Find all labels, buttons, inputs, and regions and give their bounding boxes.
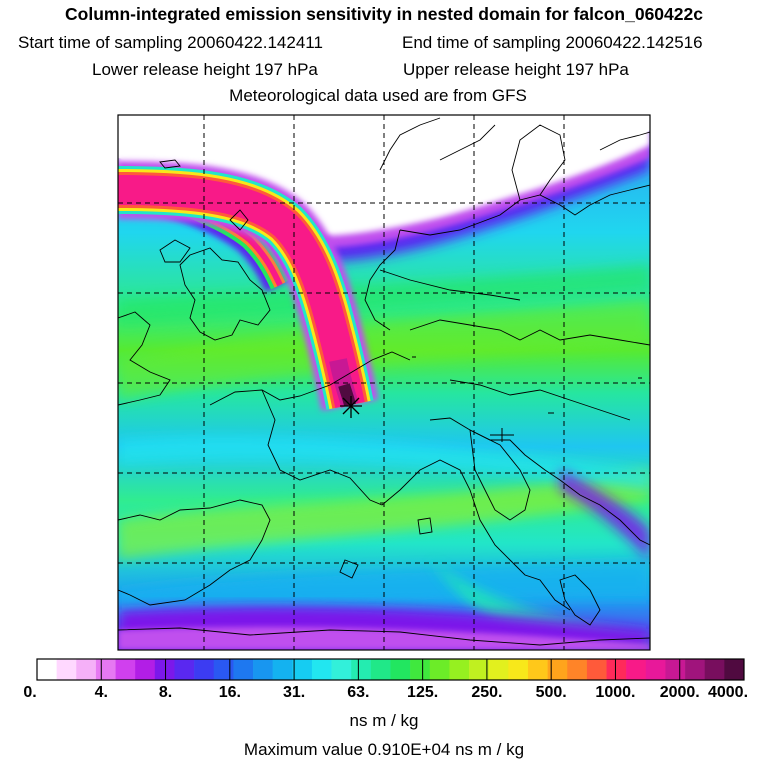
colorbar-cell [410,659,431,680]
colorbar-cell [704,659,725,680]
colorbar-tick-label: 125. [407,684,439,701]
lower-release-label: Lower release height 197 hPa [92,60,318,79]
colorbar-cell [488,659,509,680]
upper-release-label: Upper release height 197 hPa [403,60,629,79]
colorbar-cell [174,659,195,680]
release-point-marker [340,396,362,418]
colorbar-cell [429,659,450,680]
colorbar-tick-label: 16. [218,684,241,701]
field-layer [118,115,650,650]
colorbar-cell [233,659,254,680]
colorbar-cell [469,659,489,680]
colorbar-cell [527,659,548,680]
station-markers [380,356,642,504]
colorbar-cell [37,659,57,680]
colorbar-cell [213,659,234,680]
colorbar-cell [154,659,175,680]
colorbar-cell [606,659,627,680]
colorbar-tick-label: 250. [471,684,503,701]
colorbar-cell [351,659,372,680]
maximum-value-label: Maximum value 0.910E+04 ns m / kg [243,740,525,759]
colorbar-cell [56,659,77,680]
colorbar-units-label: ns m / kg [349,711,419,730]
plot-title: Column-integrated emission sensitivity i… [65,4,703,24]
colorbar-tick-label: 1000. [595,684,636,701]
coastlines [118,117,650,646]
colorbar-cell [253,659,273,680]
colorbar-cell [370,659,391,680]
colorbar-cell [724,659,745,680]
colorbar-cell [685,659,706,680]
colorbar-cell [194,659,215,680]
colorbar-cell [95,659,116,680]
colorbar-frame [36,658,745,681]
colorbar-cells [37,659,745,680]
colorbar-cell [292,659,313,680]
colorbar-cell [76,659,97,680]
lat-lon-grid [118,115,650,650]
colorbar-cell [390,659,411,680]
start-time-label: Start time of sampling 20060422.142411 [18,33,323,52]
colorbar-cell [115,659,136,680]
colorbar-tick-label: 0. [23,684,37,701]
colorbar-tick-label: 2000. [659,684,700,701]
colorbar-tick-label: 500. [535,684,567,701]
colorbar-tick-label: 4. [94,684,108,701]
colorbar-cell [331,659,352,680]
colorbar-cell [547,659,568,680]
colorbar-cell [449,659,470,680]
colorbar-cell [665,659,686,680]
colorbar-tick-label: 63. [347,684,370,701]
end-time-label: End time of sampling 20060422.142516 [402,33,703,52]
colorbar-cell [272,659,293,680]
met-source-label: Meteorological data used are from GFS [229,86,527,105]
colorbar-cell [626,659,647,680]
colorbar-tick-label: 31. [282,684,306,701]
colorbar-cell [567,659,588,680]
colorbar-tick-label: 4000. [707,684,749,701]
colorbar-cell [135,659,156,680]
map-frame [117,114,651,651]
colorbar-tick-label: 8. [158,684,173,701]
colorbar-cell [586,659,607,680]
colorbar-cell [311,659,332,680]
colorbar-cell [645,659,666,680]
colorbar-cell [508,659,529,680]
